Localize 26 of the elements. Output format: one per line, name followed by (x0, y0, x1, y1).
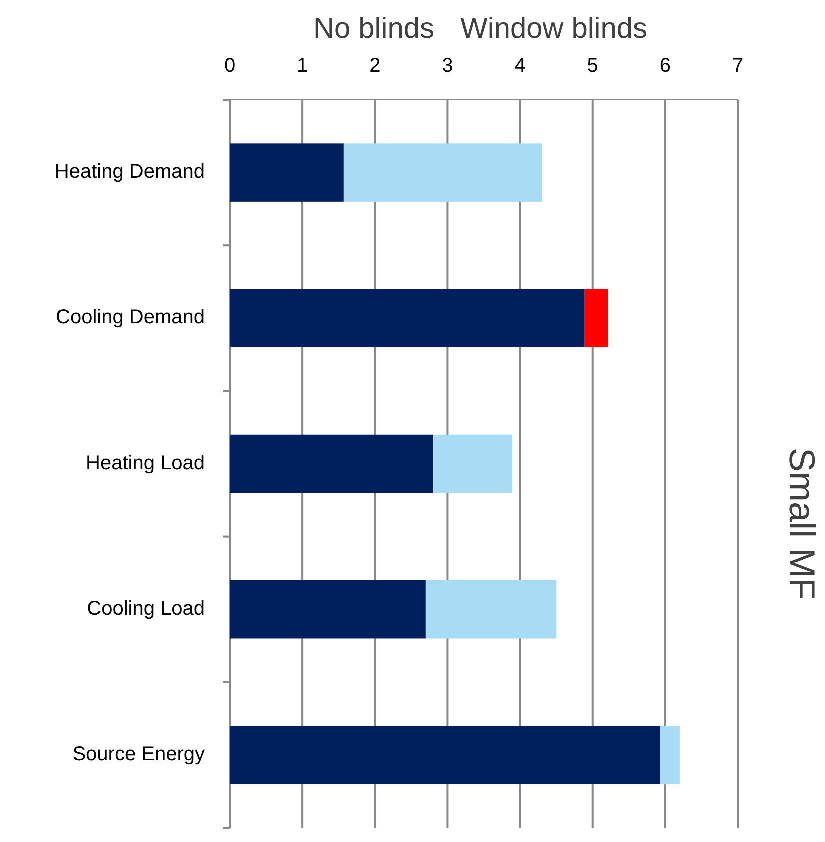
y-tick-label: Cooling Demand (56, 306, 205, 329)
x-tick-label: 7 (732, 55, 744, 77)
x-tick-label: 6 (660, 55, 671, 77)
x-tick-label: 4 (514, 55, 526, 77)
x-tick-label: 0 (224, 55, 236, 77)
y-tick-label: Source Energy (72, 743, 205, 766)
bar (230, 580, 426, 639)
bar (433, 434, 512, 494)
y-tick-label: Heating Load (86, 452, 205, 474)
bar (230, 144, 344, 202)
bar (230, 726, 660, 784)
x-tick-label: 2 (370, 55, 381, 77)
chart-title: Window blinds (460, 13, 648, 45)
bar (660, 726, 680, 784)
y-tick-label: Cooling Load (87, 598, 205, 620)
bar (230, 289, 585, 348)
bar (426, 580, 557, 639)
y-tick-label: Heating Demand (54, 161, 205, 184)
x-tick-label: 5 (587, 55, 598, 77)
bar (584, 289, 608, 348)
x-tick-label: 3 (442, 55, 454, 77)
bar (344, 144, 542, 202)
x-tick-label: 1 (297, 55, 308, 77)
y2-axis-title: Small MF (782, 448, 823, 600)
bar (230, 434, 434, 494)
chart-subtitle: No blinds (314, 13, 434, 45)
